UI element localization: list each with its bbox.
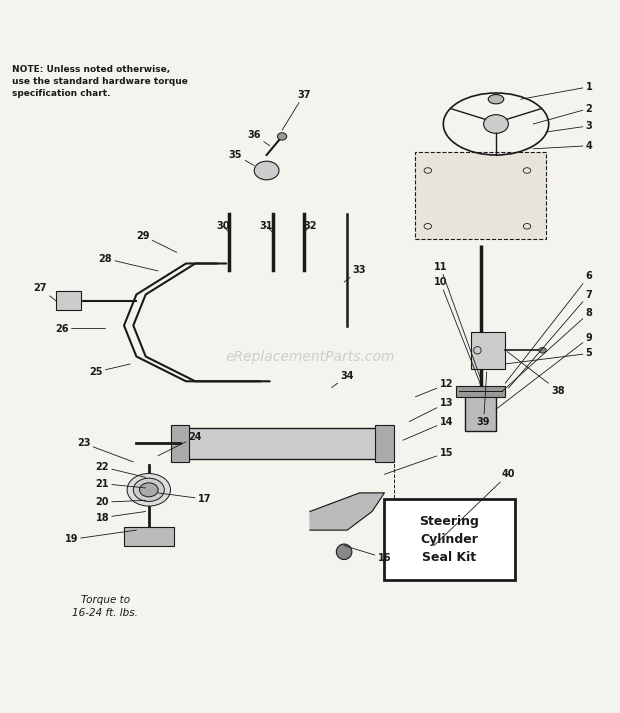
FancyBboxPatch shape — [180, 428, 384, 458]
Ellipse shape — [336, 544, 352, 560]
Ellipse shape — [278, 133, 286, 140]
Text: 10: 10 — [433, 277, 481, 384]
Text: 14: 14 — [403, 416, 453, 440]
Ellipse shape — [140, 483, 158, 497]
Polygon shape — [310, 493, 384, 530]
Text: 24: 24 — [158, 432, 202, 456]
Text: NOTE: Unless noted otherwise,
use the standard hardware torque
specification cha: NOTE: Unless noted otherwise, use the st… — [12, 65, 188, 98]
Text: 8: 8 — [502, 308, 593, 391]
Text: 30: 30 — [216, 221, 230, 232]
Text: 36: 36 — [247, 130, 270, 145]
Text: 21: 21 — [95, 478, 146, 488]
Ellipse shape — [254, 161, 279, 180]
Text: 23: 23 — [77, 438, 133, 462]
Text: 31: 31 — [260, 221, 273, 232]
Text: 32: 32 — [303, 221, 317, 232]
Ellipse shape — [133, 478, 164, 501]
FancyBboxPatch shape — [415, 152, 546, 239]
Text: 11: 11 — [433, 262, 481, 378]
Text: 22: 22 — [95, 462, 146, 478]
FancyBboxPatch shape — [384, 499, 515, 580]
Text: 37: 37 — [282, 90, 311, 130]
Text: 35: 35 — [229, 150, 254, 165]
Text: 27: 27 — [33, 283, 56, 301]
FancyBboxPatch shape — [375, 425, 394, 462]
Text: 29: 29 — [136, 230, 177, 252]
Text: 18: 18 — [95, 511, 146, 523]
Text: 33: 33 — [344, 265, 366, 282]
Text: 26: 26 — [55, 324, 105, 334]
FancyBboxPatch shape — [465, 394, 496, 431]
Text: 16: 16 — [344, 545, 391, 563]
FancyBboxPatch shape — [456, 386, 505, 397]
Text: 6: 6 — [505, 271, 592, 383]
Text: 34: 34 — [332, 371, 354, 387]
Text: 20: 20 — [95, 497, 146, 507]
FancyBboxPatch shape — [124, 527, 174, 545]
FancyBboxPatch shape — [56, 292, 81, 310]
Text: 19: 19 — [64, 530, 136, 545]
Text: 28: 28 — [99, 254, 158, 271]
FancyBboxPatch shape — [471, 332, 505, 369]
Text: 2: 2 — [533, 103, 592, 124]
Text: Torque to
16-24 ft. lbs.: Torque to 16-24 ft. lbs. — [73, 595, 138, 618]
Text: 17: 17 — [158, 493, 211, 504]
Ellipse shape — [539, 347, 546, 353]
Text: Steering
Cylinder
Seal Kit: Steering Cylinder Seal Kit — [420, 515, 479, 564]
Text: 13: 13 — [409, 398, 453, 421]
Text: 7: 7 — [508, 289, 592, 388]
Text: 1: 1 — [521, 82, 592, 99]
Text: 4: 4 — [533, 140, 592, 150]
Text: 9: 9 — [496, 333, 592, 409]
Text: 15: 15 — [384, 448, 453, 474]
Ellipse shape — [127, 473, 170, 506]
Text: 39: 39 — [477, 372, 490, 426]
Text: 40: 40 — [434, 469, 515, 545]
Text: 38: 38 — [507, 352, 565, 396]
Text: 5: 5 — [505, 349, 592, 364]
Text: 3: 3 — [546, 121, 592, 132]
FancyBboxPatch shape — [170, 425, 189, 462]
Text: 25: 25 — [89, 364, 130, 377]
Text: 12: 12 — [415, 379, 453, 397]
Ellipse shape — [484, 115, 508, 133]
Text: eReplacementParts.com: eReplacementParts.com — [225, 349, 395, 364]
Ellipse shape — [489, 95, 503, 104]
